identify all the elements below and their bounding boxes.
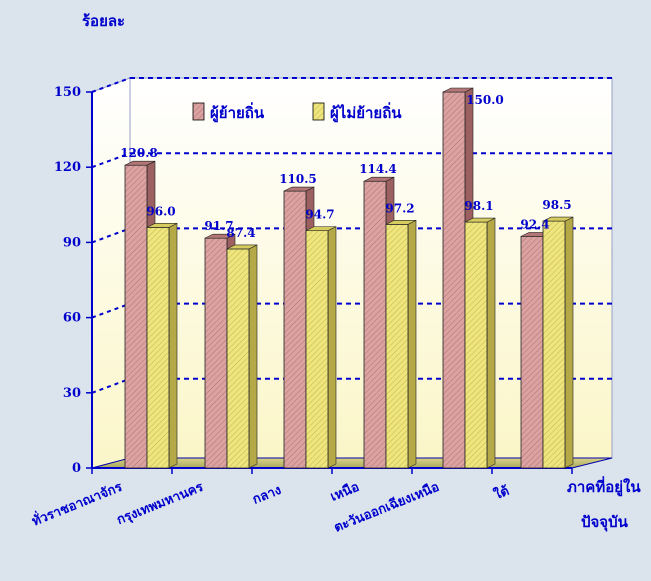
bar-top [385,220,417,225]
bar-top [124,160,156,166]
gridline-side [91,227,131,244]
x-tick-label: กลาง [251,483,284,508]
data-label: 92.4 [520,217,549,231]
gridline-side [91,377,131,394]
data-label: 91.7 [204,219,233,233]
bar-side [486,217,496,469]
bar [385,223,409,469]
bar [363,180,387,469]
y-tick-label: 60 [63,311,81,326]
x-tick-label: ใต้ [491,482,511,503]
bar-side [248,244,258,469]
data-label: 150.0 [466,93,504,107]
x-tick-label: กรุงเทพมหานคร [115,480,206,528]
bar-top [283,186,315,192]
bar-top [146,223,178,228]
y-tick-label: 120 [54,160,81,175]
bar-top [305,226,337,231]
legend-swatch-migrant [192,102,205,121]
bar-side [168,222,178,469]
bar-side [407,219,417,469]
bar [226,248,250,469]
bar-top [204,233,236,239]
legend-swatch-non-migrant [312,102,325,121]
bar [442,91,466,469]
plot-side-wall [91,77,131,469]
data-label: 87.4 [226,226,255,240]
x-axis-title-line1: ภาคที่อยู่ใน [567,476,641,497]
bar [542,220,566,469]
bar [464,221,488,469]
y-tick-label: 150 [54,85,81,100]
data-label: 110.5 [279,172,317,186]
bar [146,226,170,469]
x-tick-label: ทั่วราชอาณาจักร [29,477,125,530]
y-tick-label: 30 [63,386,81,401]
legend-label-migrant: ผู้ย้ายถิ่น [210,102,265,123]
bars [124,87,574,469]
y-tick-label: 0 [72,461,81,476]
bar [520,235,544,469]
bar [124,164,148,469]
data-label: 114.4 [359,162,397,176]
data-label: 98.5 [542,198,571,212]
legend-label-non-migrant: ผู้ไม่ย้ายถิ่น [330,102,402,123]
data-labels: 120.8 96.0 91.787.4 110.5 94.7 114.4 97.2 150.0… [120,93,571,240]
bar-top [464,217,496,223]
gridline-side [91,302,131,319]
data-label: 96.0 [146,204,175,218]
x-axis-title-line2: ปัจจุบัน [581,513,629,532]
gridline-side [91,77,131,93]
x-tick-label: เหนือ [328,479,362,505]
data-label: 98.1 [464,199,493,213]
bar [305,230,329,469]
data-label: 94.7 [305,208,334,222]
gridline-side [91,152,131,169]
y-tick-label: 90 [63,235,81,250]
bar-top [542,216,574,222]
legend: ผู้ย้ายถิ่น ผู้ไม่ย้ายถิ่น [192,102,402,123]
bar-top [442,87,474,93]
bar-top [226,244,258,250]
data-label: 97.2 [385,201,414,215]
bar [204,237,228,469]
bar-side [564,216,574,469]
bar-side [327,226,337,469]
bar [283,190,307,469]
bar-top [363,176,395,182]
data-label: 120.8 [120,146,158,160]
y-ticks: 0 30 60 90 120 150 [54,85,92,476]
gridlines [91,77,612,394]
y-axis-title: ร้อยละ [82,12,125,30]
